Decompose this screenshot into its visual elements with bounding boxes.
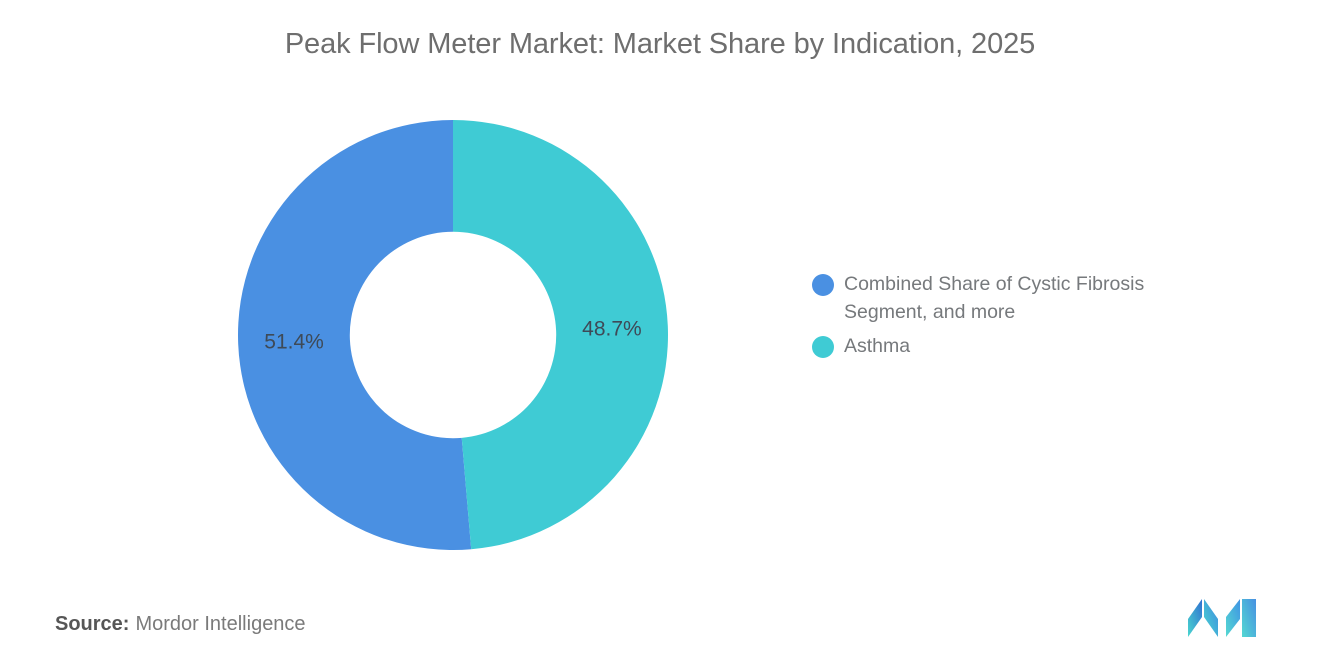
page-title: Peak Flow Meter Market: Market Share by … bbox=[284, 28, 1036, 60]
source-attribution: Source: Mordor Intelligence bbox=[55, 613, 306, 636]
legend-label-asthma: Asthma bbox=[844, 335, 911, 357]
chart-legend: Combined Share of Cystic Fibrosis Segmen… bbox=[812, 270, 1232, 366]
mi-logo-icon bbox=[1188, 599, 1256, 637]
source-label: Source: bbox=[55, 613, 130, 635]
legend-item-combined-share[interactable]: Combined Share of Cystic Fibrosis Segmen… bbox=[812, 270, 1232, 326]
source-value: Mordor Intelligence bbox=[135, 613, 306, 635]
pie-slice-combined-share[interactable] bbox=[237, 120, 472, 550]
pie-slice-label-combined-share: 51.4% bbox=[264, 331, 324, 354]
pie-slice-asthma[interactable] bbox=[453, 120, 668, 550]
pie-slice-label-asthma: 48.7% bbox=[582, 317, 642, 340]
legend-swatch-icon-combined-share bbox=[812, 274, 834, 296]
legend-swatch-icon-asthma bbox=[812, 336, 834, 358]
donut-chart: 51.4% 48.7% bbox=[237, 120, 668, 550]
legend-item-asthma[interactable]: Asthma bbox=[812, 332, 1232, 360]
mordor-intelligence-logo bbox=[1186, 597, 1260, 639]
donut-chart-svg: 51.4% 48.7% bbox=[237, 120, 668, 550]
legend-label-combined-share: Combined Share of Cystic Fibrosis Segmen… bbox=[844, 273, 1145, 323]
